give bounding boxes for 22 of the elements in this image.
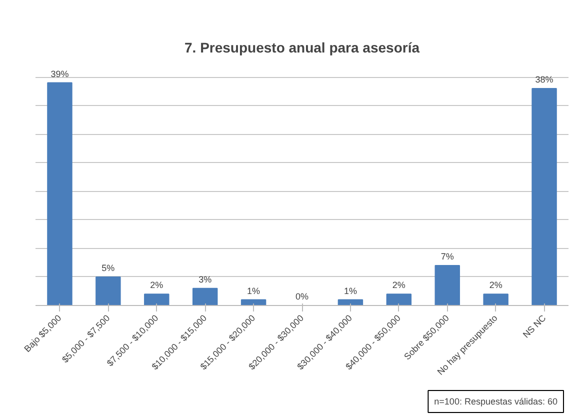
data-label: 2% [392,280,406,290]
data-label: 0% [295,292,309,302]
text: n=100: Respuestas válidas: 60 [434,396,558,406]
bar [192,288,218,306]
bar [434,265,460,306]
data-label: 1% [344,286,357,296]
data-label: 7% [440,252,454,262]
data-label: 38% [535,74,554,84]
data-label: 3% [198,274,212,284]
bar [96,276,121,306]
bar [532,88,557,306]
x-tick-label: NS NC [520,312,548,340]
bar [386,294,412,306]
data-label: 2% [150,280,164,290]
data-label: 2% [489,280,502,290]
bar [144,294,170,306]
data-label: 5% [102,262,115,273]
bar [483,294,508,306]
data-label: 1% [247,286,260,296]
bar [47,82,72,306]
data-label: 39% [50,68,69,79]
chart-title: 7. Presupuesto anual para asesoría [184,40,420,56]
